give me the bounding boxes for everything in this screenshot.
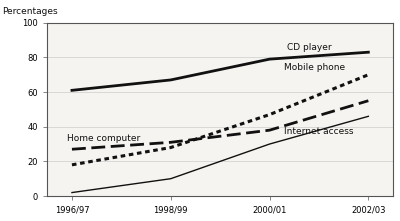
Text: Internet access: Internet access bbox=[284, 128, 354, 136]
Text: Home computer: Home computer bbox=[67, 134, 140, 143]
Text: CD player: CD player bbox=[287, 42, 332, 51]
Text: Mobile phone: Mobile phone bbox=[284, 63, 346, 72]
Text: Percentages: Percentages bbox=[2, 7, 58, 16]
